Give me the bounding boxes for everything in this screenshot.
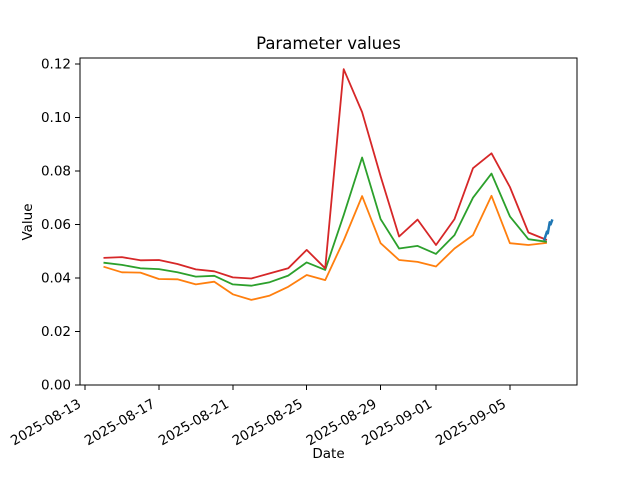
y-tick-label: 0.08: [41, 163, 71, 179]
x-tick-label: 2025-08-13: [8, 396, 84, 449]
series-orange-line: [103, 194, 548, 301]
y-tick-label: 0.02: [41, 324, 71, 340]
series-blue-line: [542, 218, 554, 241]
chart-title: Parameter values: [256, 34, 401, 53]
x-tick-label: 2025-09-05: [433, 396, 509, 449]
axes-frame: [79, 57, 578, 386]
y-tick-label: 0.12: [41, 56, 71, 72]
y-tick-label: 0.06: [41, 217, 71, 233]
y-tick-label: 0.04: [41, 270, 71, 286]
y-tick-label: 0.00: [41, 378, 71, 394]
y-tick-label: 0.10: [41, 110, 71, 126]
y-axis-label: Value: [20, 203, 36, 241]
x-tick-label: 2025-08-25: [230, 396, 306, 449]
series-red-line: [103, 68, 548, 280]
series-green-line: [103, 156, 548, 287]
x-tick-label: 2025-08-21: [156, 396, 232, 449]
x-axis-label: Date: [312, 446, 345, 462]
x-tick-label: 2025-08-17: [82, 396, 158, 449]
